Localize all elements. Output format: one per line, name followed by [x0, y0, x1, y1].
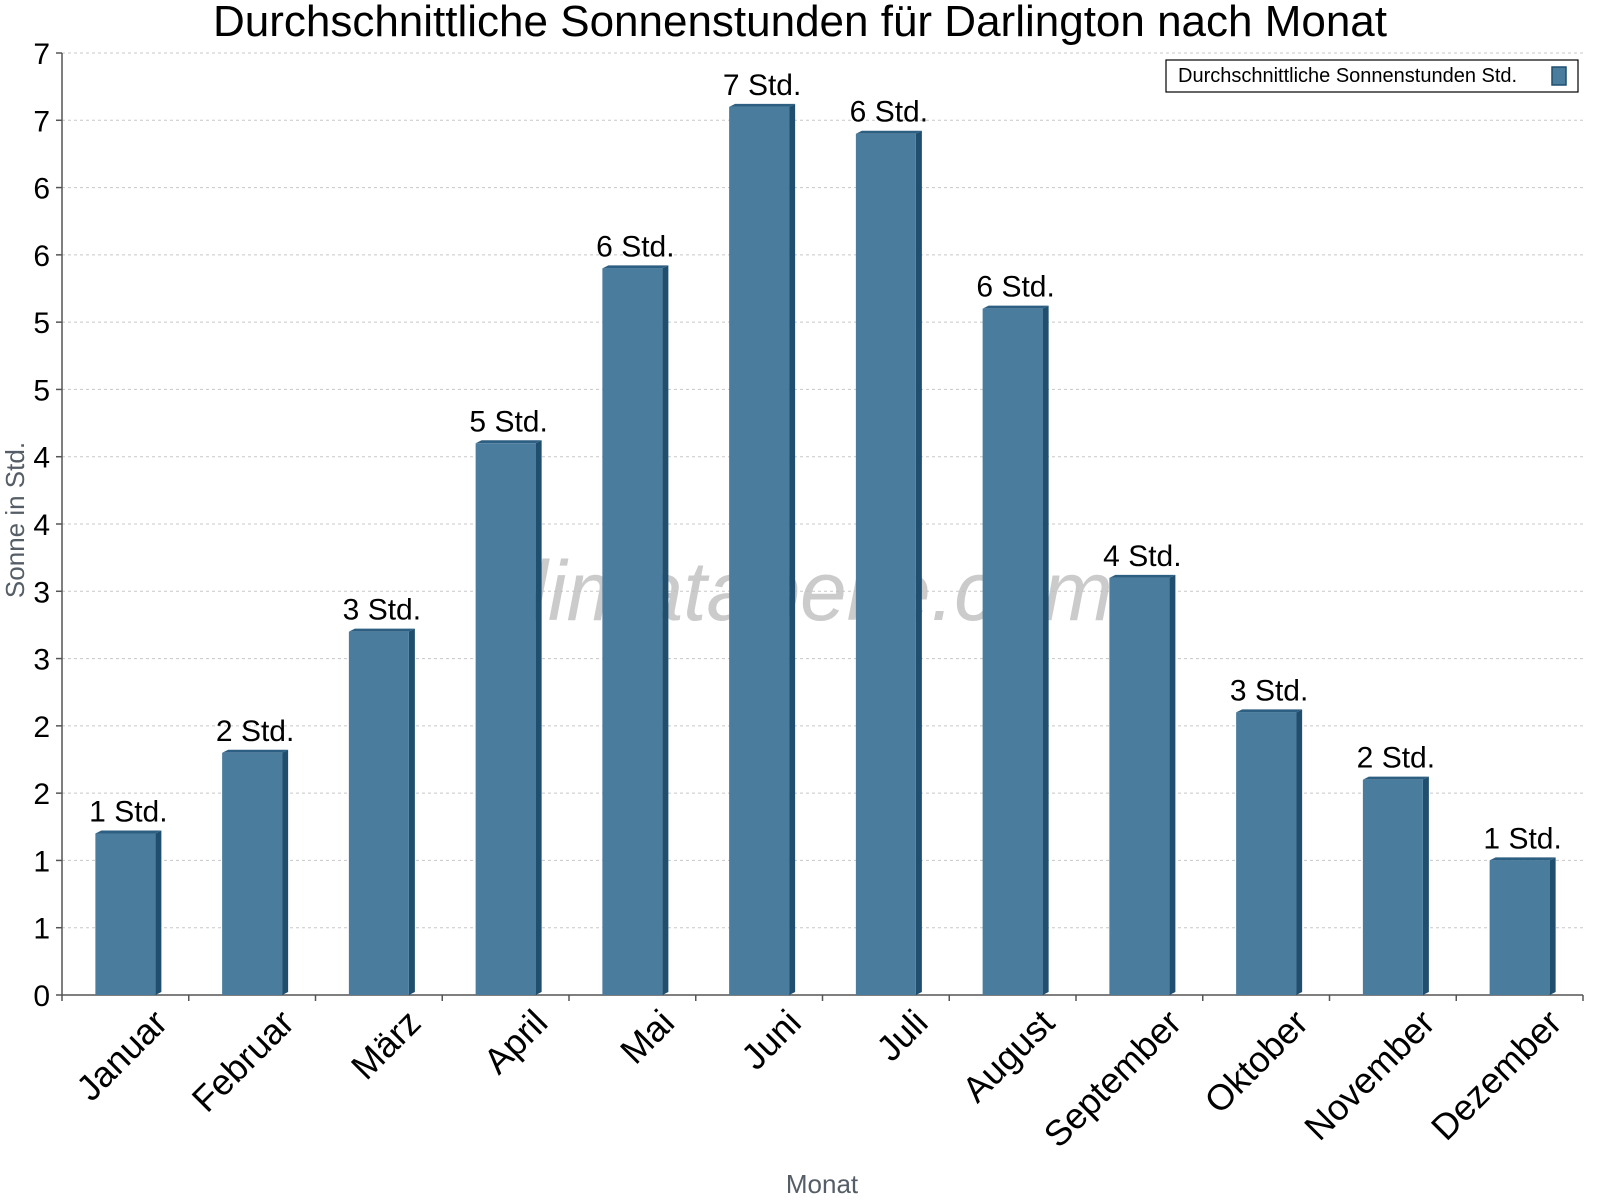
x-tick-label: Januar — [68, 1002, 175, 1109]
y-tick-label: 1 — [33, 845, 50, 878]
bar-side-September — [1169, 574, 1176, 995]
bar-September — [1109, 577, 1170, 995]
bar-top-August — [982, 305, 1049, 309]
bar-side-Mai — [662, 265, 669, 995]
x-tick-label: Oktober — [1196, 1002, 1316, 1122]
y-tick-label: 6 — [33, 173, 50, 206]
y-tick-label: 4 — [33, 442, 50, 475]
data-label: 6 Std. — [976, 271, 1054, 304]
bar-top-Februar — [222, 749, 289, 753]
bar-Januar — [95, 833, 156, 995]
y-tick-label: 3 — [33, 644, 50, 677]
x-axis: Januar Februar März April Mai Juni Juli AugustS… — [61, 994, 1584, 1156]
bar-Oktober — [1236, 712, 1297, 995]
y-axis-label: Sonne in Std. — [0, 442, 30, 598]
bar-Juli — [855, 133, 916, 995]
data-label: 5 Std. — [469, 405, 547, 438]
bar-November — [1362, 779, 1423, 995]
x-tick-label: Februar — [184, 1002, 302, 1120]
bar-top-Dezember — [1489, 857, 1556, 861]
y-tick-label: 6 — [33, 240, 50, 273]
data-label: 3 Std. — [343, 594, 421, 627]
legend: Durchschnittliche Sonnenstunden Std. — [1165, 59, 1579, 93]
bar-top-November — [1362, 776, 1429, 780]
x-tick-label: Dezember — [1423, 1002, 1569, 1148]
grid-lines — [62, 52, 1583, 929]
bar-August — [982, 308, 1043, 996]
bars — [95, 103, 1556, 996]
y-axis: 0 1 1 2 2 3 3 4 4 5 5 6 6 7 7 — [33, 38, 63, 1013]
x-tick-label: Juli — [868, 1002, 935, 1069]
data-label: 6 Std. — [850, 96, 928, 129]
data-label: 6 Std. — [596, 230, 674, 263]
bar-top-März — [348, 628, 415, 632]
x-tick-label: Mai — [612, 1002, 682, 1072]
data-label: 3 Std. — [1230, 674, 1308, 707]
data-label: 2 Std. — [1357, 742, 1435, 775]
bar-top-September — [1109, 574, 1176, 578]
bar-side-Juni — [789, 103, 796, 996]
legend-label: Durchschnittliche Sonnenstunden Std. — [1178, 65, 1517, 87]
data-label: 4 Std. — [1103, 540, 1181, 573]
bar-top-Juli — [855, 130, 922, 134]
y-tick-label: 7 — [33, 38, 50, 71]
bar-side-November — [1422, 776, 1429, 995]
data-label: 2 Std. — [216, 715, 294, 748]
x-tick-label: März — [343, 1002, 429, 1088]
y-tick-label: 5 — [33, 374, 50, 407]
bar-side-August — [1042, 305, 1049, 996]
y-tick-label: 3 — [33, 576, 50, 609]
bar-top-Mai — [602, 265, 669, 269]
data-label: 7 Std. — [723, 69, 801, 102]
bar-Dezember — [1489, 860, 1550, 995]
bar-side-März — [408, 628, 415, 995]
legend-box — [1165, 59, 1579, 93]
bar-Februar — [222, 752, 283, 995]
x-tick-label: Juni — [733, 1002, 809, 1078]
bar-März — [348, 631, 409, 995]
bar-side-Oktober — [1296, 709, 1303, 995]
x-tick-label: April — [475, 1002, 555, 1082]
bar-side-April — [535, 440, 542, 995]
bar-Mai — [602, 268, 663, 995]
chart-title: Durchschnittliche Sonnenstunden für Darl… — [213, 0, 1387, 46]
bar-side-Juli — [915, 130, 922, 995]
bar-side-Dezember — [1549, 857, 1556, 995]
y-tick-label: 0 — [33, 980, 50, 1013]
bar-top-Januar — [95, 830, 162, 834]
bar-April — [475, 443, 536, 995]
bar-side-Februar — [282, 749, 289, 995]
y-tick-label: 2 — [33, 778, 50, 811]
bar-Juni — [729, 106, 790, 996]
bar-side-Januar — [155, 830, 162, 995]
y-tick-label: 5 — [33, 307, 50, 340]
x-tick-label: August — [954, 1002, 1062, 1110]
x-tick-label: November — [1296, 1002, 1442, 1148]
bar-top-Oktober — [1236, 709, 1303, 713]
y-tick-label: 2 — [33, 711, 50, 744]
y-tick-label: 1 — [33, 913, 50, 946]
x-tick-label: September — [1036, 1002, 1190, 1156]
data-labels: 1 Std. 2 Std. 3 Std. 5 Std. 6 Std. 7 Std. 6 St… — [89, 69, 1562, 856]
y-tick-label: 7 — [33, 105, 50, 138]
bar-top-April — [475, 440, 542, 444]
bar-top-Juni — [729, 103, 796, 107]
legend-swatch — [1551, 66, 1567, 86]
y-tick-label: 4 — [33, 509, 50, 542]
x-axis-label: Monat — [786, 1169, 859, 1199]
data-label: 1 Std. — [1483, 822, 1561, 855]
data-label: 1 Std. — [89, 796, 167, 829]
